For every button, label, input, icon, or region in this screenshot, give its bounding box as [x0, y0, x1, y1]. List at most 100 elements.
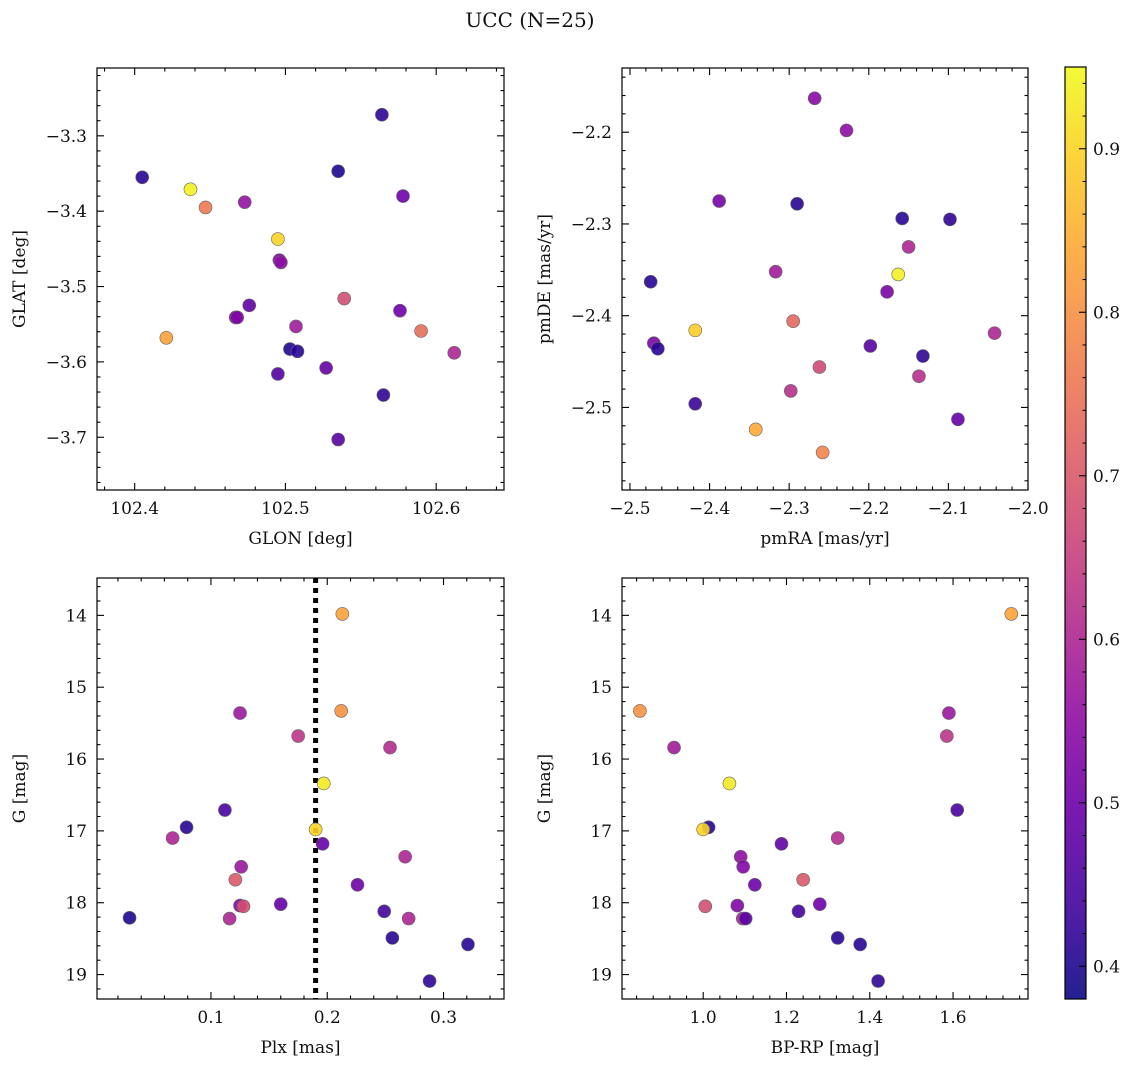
data-point-22 — [393, 303, 407, 318]
x-tick-label: 0.2 — [314, 1008, 341, 1028]
data-point-16 — [319, 361, 333, 375]
data-point-11 — [242, 298, 257, 313]
x-axis-label: GLON [deg] — [248, 529, 352, 549]
y-tick-label: −3.6 — [46, 353, 87, 373]
y-axis-label: pmDE [mas/yr] — [535, 214, 555, 344]
data-point-2 — [183, 182, 198, 197]
y-tick-label: 19 — [65, 966, 87, 986]
data-point-1 — [135, 170, 150, 185]
data-point-18 — [812, 897, 827, 911]
data-point-19 — [812, 360, 827, 374]
data-point-25 — [422, 974, 437, 988]
y-tick-label: 18 — [590, 894, 612, 914]
data-point-22 — [122, 911, 137, 925]
data-point-20 — [912, 369, 926, 384]
data-point-8 — [179, 820, 194, 835]
data-point-23 — [376, 388, 391, 402]
x-tick-label: 1.4 — [856, 1008, 883, 1028]
y-tick-label: 16 — [590, 750, 612, 770]
figure-title: UCC (N=25) — [465, 8, 594, 32]
data-point-25 — [815, 445, 830, 460]
y-tick-label: −3.7 — [46, 428, 87, 448]
x-axis-label: BP-RP [mag] — [771, 1038, 880, 1058]
data-point-1 — [335, 607, 350, 621]
x-axis-label: pmRA [mas/yr] — [760, 529, 889, 549]
data-point-8 — [159, 330, 174, 345]
scatter-panel-3: 0.1 0.2 0.3 14 15 16 17 18 19 Plx [mas] G [mag] — [10, 577, 505, 1058]
data-point-12 — [398, 849, 412, 864]
x-tick-label: 1.6 — [940, 1008, 967, 1028]
x-tick-label: 1.0 — [690, 1008, 717, 1028]
x-tick-label: 102.4 — [110, 499, 159, 519]
x-tick-label: −2.0 — [1007, 499, 1048, 519]
axes-frame — [96, 577, 505, 1000]
data-point-4 — [237, 195, 252, 209]
y-tick-label: 19 — [590, 966, 612, 986]
data-point-18 — [337, 291, 352, 306]
data-point-21 — [396, 189, 410, 203]
data-point-6 — [316, 776, 331, 791]
y-tick-label: 18 — [65, 894, 87, 914]
y-tick-label: −3.3 — [46, 127, 87, 147]
data-point-10 — [830, 831, 845, 845]
data-point-3 — [712, 194, 726, 208]
data-point-10 — [643, 274, 658, 289]
data-point-18 — [273, 897, 288, 911]
x-tick-label: 102.5 — [261, 499, 310, 519]
axes-frame — [96, 67, 505, 491]
data-point-13 — [234, 860, 248, 874]
data-point-17 — [236, 899, 251, 914]
x-tick-label: −2.5 — [609, 499, 650, 519]
x-axis-label: Plx [mas] — [260, 1038, 340, 1058]
tick-marks — [97, 578, 504, 999]
data-point-11 — [880, 285, 894, 299]
y-tick-label: 17 — [65, 822, 87, 842]
data-point-7 — [950, 803, 965, 817]
x-tick-label: −2.3 — [769, 499, 810, 519]
data-point-1 — [807, 91, 822, 106]
colorbar-gradient — [1064, 66, 1087, 1000]
scatter-panel-4: 1.0 1.2 1.4 1.6 14 15 16 17 18 19 BP-RP [mag] G [ma… — [535, 577, 1029, 1058]
data-point-23 — [853, 937, 867, 952]
data-point-3 — [942, 706, 956, 720]
data-point-11 — [315, 837, 330, 851]
data-point-7 — [274, 255, 288, 270]
data-point-20 — [375, 107, 389, 122]
data-point-9 — [696, 822, 711, 837]
data-point-24 — [414, 324, 428, 338]
data-point-2 — [839, 123, 854, 138]
tick-marks — [622, 68, 1029, 490]
data-point-18 — [916, 349, 930, 363]
data-point-5 — [271, 232, 285, 246]
data-point-5 — [667, 740, 681, 755]
y-axis-label: G [mag] — [535, 754, 555, 823]
data-point-25 — [447, 346, 462, 360]
data-point-16 — [863, 339, 878, 353]
data-point-19 — [377, 904, 392, 919]
y-tick-label: 15 — [590, 678, 612, 698]
data-point-12 — [289, 319, 303, 334]
data-point-15 — [271, 367, 285, 381]
data-point-17 — [651, 341, 665, 356]
data-point-8 — [768, 264, 783, 279]
data-point-14 — [796, 872, 810, 887]
data-point-23 — [951, 412, 965, 427]
x-tick-label: −2.2 — [848, 499, 889, 519]
y-axis-label: G [mag] — [10, 754, 30, 823]
data-point-16 — [698, 899, 713, 914]
x-tick-label: 0.1 — [197, 1008, 224, 1028]
data-point-1 — [1004, 607, 1019, 621]
data-point-4 — [291, 729, 305, 743]
colorbar-tick-label: 0.4 — [1093, 957, 1120, 977]
data-point-17 — [730, 898, 745, 913]
data-point-24 — [748, 422, 763, 437]
scatter-panel-1: 102.4 102.5 102.6 −3.3 −3.4 −3.5 −3.6 −3.7 GLON … — [10, 67, 505, 549]
data-point-3 — [198, 200, 213, 215]
data-point-13 — [688, 323, 703, 338]
y-tick-label: 16 — [65, 750, 87, 770]
data-point-14 — [228, 872, 243, 887]
y-tick-label: −3.5 — [46, 278, 87, 298]
y-tick-label: −3.4 — [46, 202, 87, 222]
data-point-9 — [308, 822, 323, 837]
data-point-21 — [401, 911, 416, 926]
